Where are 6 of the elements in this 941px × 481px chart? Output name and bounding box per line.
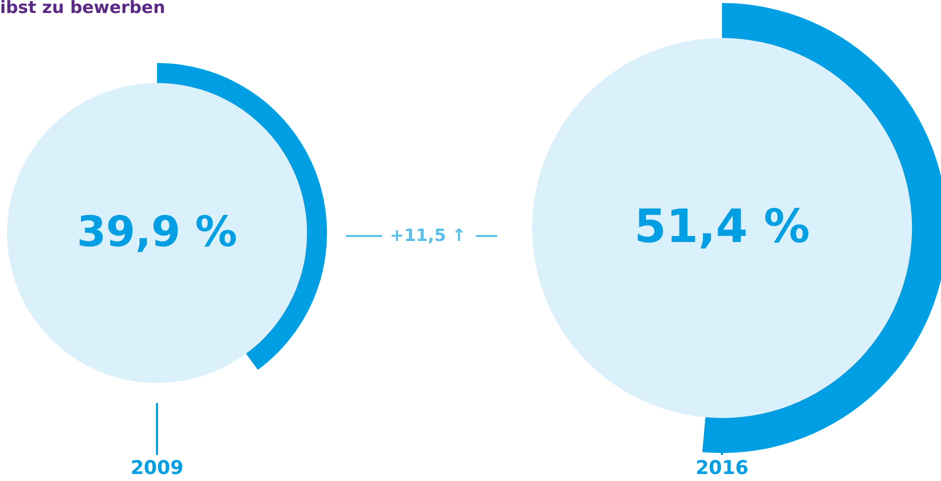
data-label: 39,9 % — [76, 207, 238, 256]
text: +11,5 ↑ — [390, 226, 466, 246]
text: 2009 — [130, 457, 184, 479]
data-label: 51,4 % — [634, 199, 810, 253]
text: 2016 — [696, 457, 748, 479]
chart-title: ibst zu bewerben — [0, 0, 166, 18]
